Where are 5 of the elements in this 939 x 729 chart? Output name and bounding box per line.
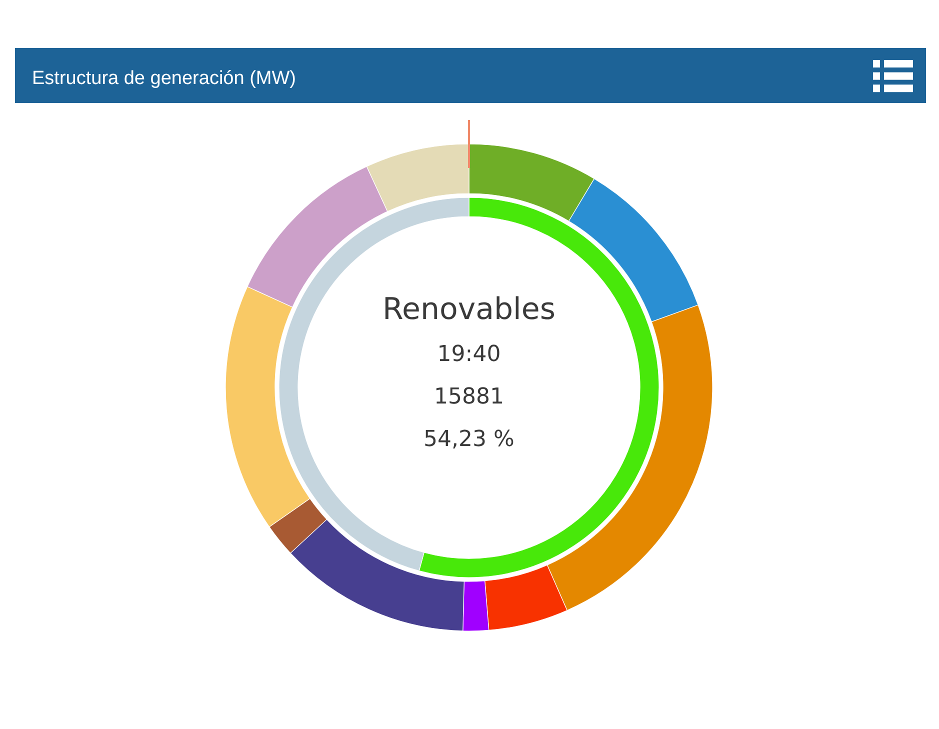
chart-title: Estructura de generación (MW): [32, 68, 296, 89]
text: 54,23 %: [424, 427, 514, 452]
text: Renovables: [382, 292, 556, 328]
text: 15881: [434, 384, 504, 410]
text: 19:40: [437, 342, 501, 368]
